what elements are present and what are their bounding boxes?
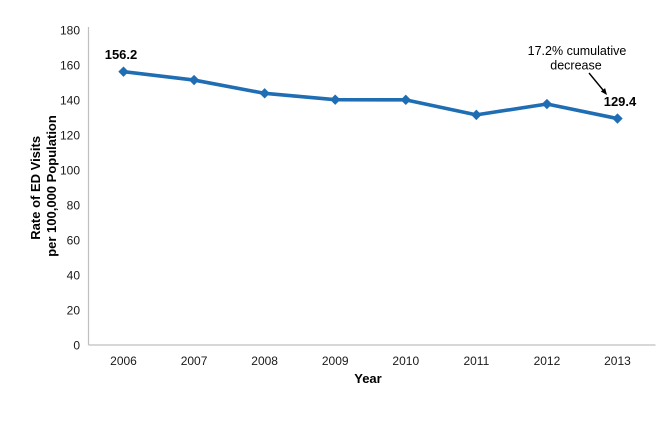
y-tick-label: 180 [60, 24, 80, 38]
annotation-line-2: decrease [550, 59, 601, 73]
x-axis-category-labels: 2006 2007 2008 2009 2010 2011 2012 2013 [110, 354, 631, 368]
x-category-label: 2008 [251, 354, 278, 368]
x-category-label: 2013 [604, 354, 631, 368]
x-category-label: 2012 [534, 354, 561, 368]
data-label-last-point: 129.4 [604, 94, 637, 109]
y-axis-title-line-2: per 100,000 Population [44, 115, 59, 257]
y-tick-label: 160 [60, 59, 80, 73]
y-axis-title: Rate of ED Visits per 100,000 Population [28, 115, 59, 257]
annotation-arrowhead-icon [600, 88, 607, 95]
y-tick-label: 20 [67, 304, 81, 318]
data-point-marker [400, 94, 411, 106]
data-point-marker [612, 113, 623, 124]
y-tick-label: 40 [67, 269, 81, 283]
x-axis-title: Year [354, 371, 381, 386]
y-axis-tick-labels: 0 20 40 60 80 100 120 140 160 180 [60, 24, 80, 353]
annotation-line-1: 17.2% cumulative [528, 44, 627, 58]
data-point-marker [330, 94, 341, 105]
data-point-marker [259, 88, 270, 99]
x-category-label: 2009 [322, 354, 349, 368]
x-category-label: 2007 [181, 354, 208, 368]
series-ed-visit-rate [118, 66, 623, 124]
y-tick-label: 140 [60, 94, 80, 108]
x-category-label: 2006 [110, 354, 137, 368]
data-point-marker [188, 74, 200, 86]
data-point-marker [118, 66, 129, 77]
data-point-marker [471, 109, 482, 121]
y-tick-label: 60 [67, 234, 81, 248]
y-tick-label: 80 [67, 199, 81, 213]
data-label-first-point: 156.2 [105, 47, 138, 62]
y-tick-label: 100 [60, 164, 80, 178]
x-category-label: 2011 [463, 354, 489, 368]
series-line [121, 69, 620, 121]
annotation-arrow [588, 72, 604, 91]
y-tick-label: 0 [73, 339, 80, 353]
y-axis-title-line-1: Rate of ED Visits [28, 136, 43, 240]
x-category-label: 2010 [392, 354, 419, 368]
data-point-marker [541, 98, 553, 110]
y-tick-label: 120 [60, 129, 80, 143]
